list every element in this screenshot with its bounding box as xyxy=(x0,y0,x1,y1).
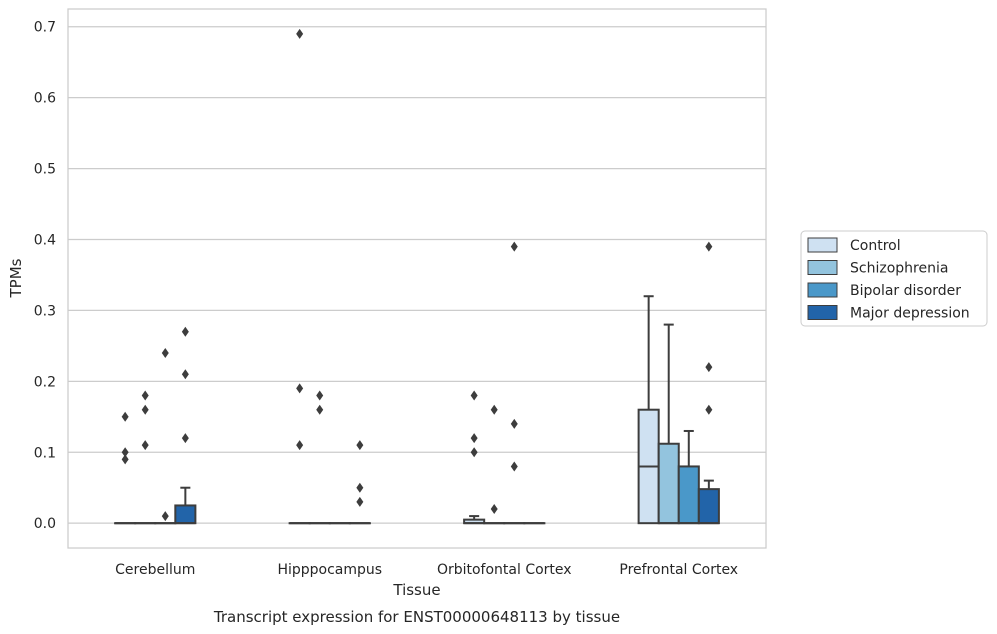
legend-swatch xyxy=(807,237,838,253)
y-tick-label: 0.2 xyxy=(34,374,56,390)
outlier-point xyxy=(181,433,189,444)
x-tick-label: Orbitofontal Cortex xyxy=(437,562,572,578)
legend-swatch xyxy=(807,305,838,320)
outlier-point xyxy=(141,404,149,415)
chart-caption: Transcript expression for ENST0000064811… xyxy=(213,608,620,626)
outlier-point xyxy=(470,390,478,401)
outlier-point xyxy=(181,326,189,337)
outlier-point xyxy=(356,496,364,507)
legend-frame xyxy=(800,230,988,327)
outlier-point xyxy=(141,440,149,451)
outlier-point xyxy=(121,454,129,465)
gridlines xyxy=(68,26,766,524)
box-body xyxy=(657,442,680,525)
outlier-point xyxy=(356,440,364,451)
legend: Control Schizophrenia Bipolar disorder Majo… xyxy=(800,230,988,327)
box-body xyxy=(697,488,720,525)
outlier-point xyxy=(470,447,478,458)
outlier-point xyxy=(296,383,304,394)
outlier-point xyxy=(121,411,129,422)
legend-label: Bipolar disorder xyxy=(850,283,961,299)
outlier-point xyxy=(490,503,498,514)
y-tick-labels: 0.0 0.1 0.2 0.3 0.4 0.5 0.6 0.7 xyxy=(34,20,56,532)
x-tick-label: Cerebellum xyxy=(115,562,195,578)
box-control xyxy=(463,515,486,525)
box-body xyxy=(677,465,700,525)
outlier-point xyxy=(510,418,518,429)
box-body xyxy=(174,504,197,525)
box-series xyxy=(114,295,720,525)
y-tick-label: 0.0 xyxy=(34,516,56,532)
x-tick-labels: Cerebellum Hipppocampus Orbitofontal Corte… xyxy=(115,562,738,578)
x-axis-label: Tissue xyxy=(392,581,440,599)
y-tick-label: 0.5 xyxy=(34,162,56,178)
plot-frame xyxy=(67,8,767,549)
y-tick-label: 0.7 xyxy=(34,20,56,36)
outlier-point xyxy=(470,433,478,444)
x-tick-label: Hipppocampus xyxy=(277,562,382,578)
box-bipolar-disorder xyxy=(677,429,700,525)
y-tick-label: 0.1 xyxy=(34,445,56,461)
outlier-point xyxy=(181,369,189,380)
outlier-point xyxy=(490,404,498,415)
box-control xyxy=(637,295,660,525)
outlier-point xyxy=(510,241,518,252)
outlier-point xyxy=(161,511,169,522)
outlier-point xyxy=(705,241,713,252)
outlier-point xyxy=(296,440,304,451)
legend-label: Major depression xyxy=(850,306,970,322)
outlier-point xyxy=(141,390,149,401)
outlier-point xyxy=(316,404,324,415)
box-schizophrenia xyxy=(657,323,680,525)
outlier-point xyxy=(121,447,129,458)
legend-swatch xyxy=(807,282,838,298)
outlier-point xyxy=(296,28,304,39)
legend-swatch xyxy=(807,260,838,275)
outlier-point xyxy=(510,461,518,472)
y-tick-label: 0.4 xyxy=(34,232,56,248)
x-tick-label: Prefrontal Cortex xyxy=(619,562,738,578)
outlier-point xyxy=(705,362,713,373)
box-major-depression xyxy=(174,486,197,525)
y-tick-label: 0.3 xyxy=(34,303,56,319)
y-tick-label: 0.6 xyxy=(34,91,56,107)
legend-label: Control xyxy=(850,238,901,254)
outlier-point xyxy=(161,347,169,358)
outlier-point xyxy=(316,390,324,401)
y-axis-label: TPMs xyxy=(7,258,25,298)
outlier-point xyxy=(705,404,713,415)
outlier-point xyxy=(356,482,364,493)
legend-label: Schizophrenia xyxy=(850,261,948,277)
box-major-depression xyxy=(697,479,720,525)
outlier-points xyxy=(121,28,713,522)
